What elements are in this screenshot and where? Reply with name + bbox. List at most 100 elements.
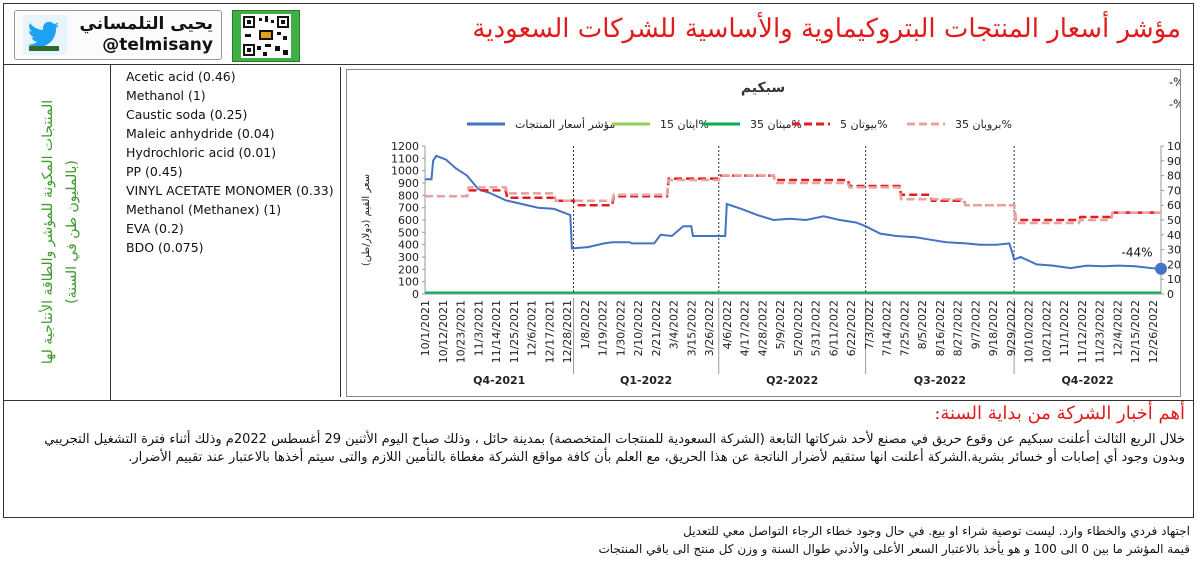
change-stat: التغيير عن الربع المماثل 70%- xyxy=(1169,97,1180,112)
disclaimer-line: اجتهاد فردي والخطاء وارد. ليست توصية شرا… xyxy=(683,524,1190,538)
x-tick-label: 11/25/2021 xyxy=(508,300,521,363)
y-tick-label-right: 30 xyxy=(1167,244,1180,257)
news-title: أهم أخبار الشركة من بداية السنة: xyxy=(934,403,1185,424)
product-item: Acetic acid (0.46) xyxy=(126,69,236,84)
change-stat: التغيير عن الربع السابق 44%- xyxy=(1169,75,1180,90)
qr-code-icon xyxy=(232,10,300,62)
y-tick-label-right: 60 xyxy=(1167,199,1180,212)
x-tick-label: 6/11/2022 xyxy=(827,300,840,356)
y-axis-title: سعر القيم (دولار/طن) xyxy=(361,174,372,266)
x-tick-label: 6/22/2022 xyxy=(845,300,858,356)
product-item: Hydrochloric acid (0.01) xyxy=(126,145,277,160)
x-tick-label: 4/28/2022 xyxy=(756,300,769,356)
price-index-chart: سبكيم التغيير عن الربع السابق 44%- التغيير… xyxy=(361,75,1180,387)
x-tick-label: 11/3/2021 xyxy=(472,300,485,356)
legend-label: ايثان 15% xyxy=(660,118,709,131)
product-item: VINYL ACETATE MONOMER (0.33) xyxy=(126,183,334,198)
x-tick-label: 8/5/2022 xyxy=(916,300,929,349)
products-list: Acetic acid (0.46) Methanol (1) Caustic so… xyxy=(126,67,341,397)
y-tick-label-left: 300 xyxy=(398,251,419,264)
x-tick-label: 12/26/2022 xyxy=(1147,300,1160,363)
x-tick-label: 3/15/2022 xyxy=(685,300,698,356)
x-tick-label: 12/17/2021 xyxy=(543,300,556,363)
x-tick-label: 2/10/2022 xyxy=(632,300,645,356)
x-tick-label: 10/21/2022 xyxy=(1040,300,1053,363)
y-tick-label-right: 10 xyxy=(1167,273,1180,286)
product-item: Maleic anhydride (0.04) xyxy=(126,126,275,141)
y-tick-label-left: 700 xyxy=(398,202,419,215)
side-label-box: المنتجات المكونة للمؤشر والطاقة الأنتاجي… xyxy=(10,65,111,400)
brand-handle: @telmisany xyxy=(102,35,213,55)
news-text: خلال الربع الثالث أعلنت سبكيم عن وقوع حر… xyxy=(44,432,1185,465)
chart-container: سبكيم التغيير عن الربع السابق 44%- التغيير… xyxy=(346,69,1181,397)
x-tick-label: 11/14/2021 xyxy=(490,300,503,363)
y-tick-label-right: 70 xyxy=(1167,184,1180,197)
product-item: Caustic soda (0.25) xyxy=(126,107,248,122)
y-tick-label-left: 900 xyxy=(398,177,419,190)
y-tick-label-left: 600 xyxy=(398,214,419,227)
x-tick-label: 8/27/2022 xyxy=(952,300,965,356)
x-tick-label: 9/18/2022 xyxy=(987,300,1000,356)
x-tick-label: 1/8/2022 xyxy=(579,300,592,349)
y-tick-label-left: 500 xyxy=(398,226,419,239)
main-panel: المنتجات المكونة للمؤشر والطاقة الأنتاجي… xyxy=(4,65,1193,401)
x-tick-label: 11/12/2022 xyxy=(1076,300,1089,363)
x-tick-label: 11/23/2022 xyxy=(1094,300,1107,363)
news-section: أهم أخبار الشركة من بداية السنة: خلال ال… xyxy=(4,401,1193,517)
end-change-label: -44% xyxy=(1121,246,1152,260)
quarter-label: Q1-2022 xyxy=(620,374,672,387)
quarter-label: Q4-2021 xyxy=(473,374,525,387)
y-tick-label-left: 100 xyxy=(398,276,419,289)
y-tick-label-left: 200 xyxy=(398,263,419,276)
page-title: مؤشر أسعار المنتجات البتروكيماوية والأسا… xyxy=(472,14,1181,44)
header: يحيى التلمساني @telmisany مؤشر أسعار الم… xyxy=(4,4,1193,65)
x-tick-label: 7/14/2022 xyxy=(881,300,894,356)
quarter-label: Q3-2022 xyxy=(914,374,966,387)
end-point-marker xyxy=(1155,262,1167,275)
quarter-label: Q4-2022 xyxy=(1061,374,1113,387)
x-tick-label: 10/1/2021 xyxy=(419,300,432,356)
y-tick-label-right: 50 xyxy=(1167,214,1180,227)
product-item: EVA (0.2) xyxy=(126,221,184,236)
x-tick-label: 10/10/2022 xyxy=(1023,300,1036,363)
legend-label: مؤشر أسعار المنتجات xyxy=(515,117,615,131)
chart-title: سبكيم xyxy=(741,80,785,96)
y-tick-label-left: 0 xyxy=(412,288,419,301)
y-tick-label-left: 400 xyxy=(398,239,419,252)
y-tick-label-left: 1000 xyxy=(391,165,419,178)
x-tick-label: 9/7/2022 xyxy=(969,300,982,349)
x-tick-label: 9/29/2022 xyxy=(1005,300,1018,356)
brand-card[interactable]: يحيى التلمساني @telmisany xyxy=(14,10,222,60)
brand-name: يحيى التلمساني xyxy=(79,14,213,34)
x-tick-label: 5/9/2022 xyxy=(774,300,787,349)
x-tick-label: 7/25/2022 xyxy=(898,300,911,356)
legend-label: بيوتان 5% xyxy=(840,118,888,131)
x-tick-label: 7/3/2022 xyxy=(863,300,876,349)
x-tick-label: 5/31/2022 xyxy=(810,300,823,356)
y-tick-label-right: 90 xyxy=(1167,155,1180,168)
series-line xyxy=(425,174,1161,225)
x-tick-label: 5/20/2022 xyxy=(792,300,805,356)
twitter-bird-icon xyxy=(23,15,67,55)
x-tick-label: 2/21/2022 xyxy=(650,300,663,356)
y-tick-label-right: 0 xyxy=(1167,288,1174,301)
series-line xyxy=(425,154,1162,270)
x-tick-label: 12/6/2021 xyxy=(526,300,539,356)
product-item: Methanol (1) xyxy=(126,88,206,103)
y-tick-label-right: 80 xyxy=(1167,170,1180,183)
x-tick-label: 4/17/2022 xyxy=(739,300,752,356)
x-tick-label: 12/28/2021 xyxy=(561,300,574,363)
x-tick-label: 10/23/2021 xyxy=(455,300,468,363)
y-tick-label-left: 800 xyxy=(398,189,419,202)
page-frame xyxy=(3,3,1194,518)
product-item: PP (0.45) xyxy=(126,164,183,179)
side-label: المنتجات المكونة للمؤشر والطاقة الأنتاجي… xyxy=(40,99,80,365)
product-item: Methanol (Methanex) (1) xyxy=(126,202,282,217)
y-tick-label-left: 1100 xyxy=(391,152,419,165)
legend-label: بروبان 35% xyxy=(955,118,1012,131)
x-tick-label: 12/15/2022 xyxy=(1129,300,1142,363)
product-item: BDO (0.075) xyxy=(126,240,204,255)
x-tick-label: 11/1/2022 xyxy=(1058,300,1071,356)
y-tick-label-right: 40 xyxy=(1167,229,1180,242)
y-tick-label-right: 20 xyxy=(1167,258,1180,271)
